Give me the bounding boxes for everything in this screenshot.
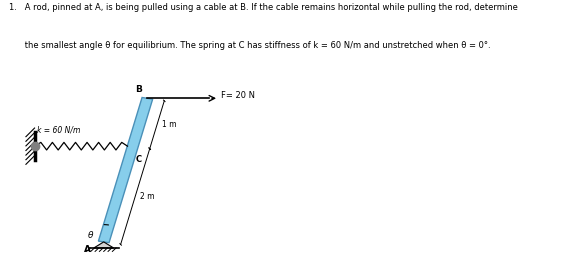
Polygon shape <box>98 98 153 243</box>
Text: the smallest angle θ for equilibrium. The spring at C has stiffness of k = 60 N/: the smallest angle θ for equilibrium. Th… <box>9 41 490 50</box>
Text: 1 m: 1 m <box>162 120 176 129</box>
Text: A: A <box>84 245 91 254</box>
Text: 1.   A rod, pinned at A, is being pulled using a cable at B. If the cable remain: 1. A rod, pinned at A, is being pulled u… <box>9 3 517 11</box>
Text: θ: θ <box>88 231 93 240</box>
Text: C: C <box>135 155 141 164</box>
Text: 2 m: 2 m <box>140 192 155 201</box>
Text: F= 20 N: F= 20 N <box>222 91 255 100</box>
Text: k = 60 N/m: k = 60 N/m <box>37 126 81 135</box>
Polygon shape <box>94 242 113 248</box>
Text: B: B <box>135 85 142 94</box>
